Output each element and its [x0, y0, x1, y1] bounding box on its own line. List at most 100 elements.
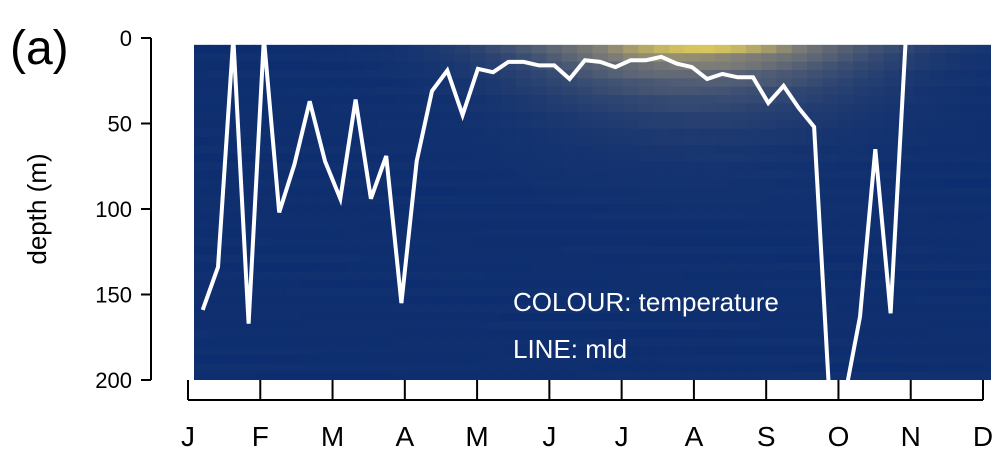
heatmap-cell [899, 69, 915, 79]
heatmap-cell [638, 304, 655, 314]
heatmap-cell [592, 44, 609, 54]
heatmap-cell [761, 195, 778, 205]
heatmap-cell [960, 363, 977, 373]
heatmap-cell [439, 262, 456, 272]
heatmap-cell [546, 162, 563, 172]
heatmap-cell [653, 287, 670, 297]
heatmap-cell [270, 162, 287, 172]
heatmap-cell [592, 212, 609, 222]
heatmap-cell [807, 296, 824, 306]
heatmap-cell [393, 346, 410, 356]
heatmap-cell [822, 329, 839, 339]
heatmap-cell [669, 212, 686, 222]
heatmap-cell [653, 153, 670, 163]
heatmap-cell [301, 187, 318, 197]
heatmap-cell [331, 329, 348, 339]
heatmap-cell [791, 145, 808, 155]
heatmap-cell [623, 53, 640, 63]
heatmap-cell [776, 95, 793, 105]
heatmap-cell [745, 363, 762, 373]
heatmap-cell [331, 95, 348, 105]
heatmap-cell [347, 371, 364, 380]
heatmap-cell [515, 254, 532, 264]
heatmap-cell [393, 44, 410, 54]
heatmap-cell [224, 103, 241, 113]
heatmap-cell [715, 170, 732, 180]
heatmap-cell [561, 245, 578, 255]
heatmap-cell [347, 204, 364, 214]
heatmap-cell [301, 69, 318, 79]
heatmap-cell [316, 78, 333, 88]
heatmap-cell [423, 354, 440, 364]
heatmap-cell [500, 220, 517, 230]
heatmap-cell [316, 195, 333, 205]
heatmap-cell [945, 312, 961, 322]
heatmap-cell [194, 271, 210, 281]
heatmap-cell [347, 329, 364, 339]
heatmap-cell [347, 245, 364, 255]
heatmap-cell [423, 287, 440, 297]
heatmap-cell [531, 229, 548, 239]
heatmap-cell [408, 69, 425, 79]
heatmap-cell [653, 78, 670, 88]
heatmap-cell [469, 371, 486, 380]
heatmap-cell [285, 53, 302, 63]
heatmap-cell [715, 245, 732, 255]
heatmap-cell [270, 61, 287, 71]
heatmap-cell [960, 245, 977, 255]
heatmap-cell [960, 271, 977, 281]
heatmap-cell [408, 78, 425, 88]
heatmap-cell [408, 128, 425, 138]
heatmap-cell [607, 204, 624, 214]
heatmap-cell [638, 346, 655, 356]
heatmap-cell [531, 204, 548, 214]
heatmap-cell [439, 53, 456, 63]
heatmap-cell [730, 44, 747, 54]
heatmap-cell [485, 61, 502, 71]
heatmap-cell [285, 329, 302, 339]
heatmap-cell [745, 153, 762, 163]
heatmap-cell [883, 103, 900, 113]
heatmap-cell [515, 145, 532, 155]
heatmap-cell [239, 346, 256, 356]
heatmap-cell [822, 170, 839, 180]
heatmap-cell [469, 195, 486, 205]
heatmap-cell [393, 312, 410, 322]
heatmap-cell [439, 95, 456, 105]
heatmap-cell [224, 120, 241, 130]
heatmap-cell [316, 170, 333, 180]
heatmap-cell [408, 312, 425, 322]
heatmap-cell [914, 95, 931, 105]
heatmap-cell [331, 229, 348, 239]
heatmap-cell [837, 262, 854, 272]
heatmap-cell [837, 329, 854, 339]
heatmap-cell [255, 254, 272, 264]
heatmap-cell [577, 212, 594, 222]
heatmap-cell [423, 363, 440, 373]
heatmap-cell [730, 220, 747, 230]
heatmap-cell [975, 178, 991, 188]
heatmap-cell [914, 346, 931, 356]
heatmap-cell [684, 44, 701, 54]
heatmap-cell [408, 145, 425, 155]
heatmap-cell [822, 304, 839, 314]
heatmap-cell [224, 237, 241, 247]
heatmap-cell [607, 279, 624, 289]
heatmap-cell [224, 145, 241, 155]
heatmap-cell [454, 363, 471, 373]
heatmap-cell [393, 61, 410, 71]
heatmap-cell [561, 287, 578, 297]
heatmap-cell [699, 354, 716, 364]
heatmap-cell [500, 287, 517, 297]
legend-line-text: LINE: mld [513, 334, 627, 364]
heatmap-cell [592, 86, 609, 96]
heatmap-cell [853, 145, 869, 155]
heatmap-cell [423, 329, 440, 339]
heatmap-cell [638, 338, 655, 348]
heatmap-cell [975, 296, 991, 306]
heatmap-cell [684, 262, 701, 272]
heatmap-cell [883, 245, 900, 255]
heatmap-cell [699, 195, 716, 205]
heatmap-cell [776, 354, 793, 364]
heatmap-cell [347, 321, 364, 331]
